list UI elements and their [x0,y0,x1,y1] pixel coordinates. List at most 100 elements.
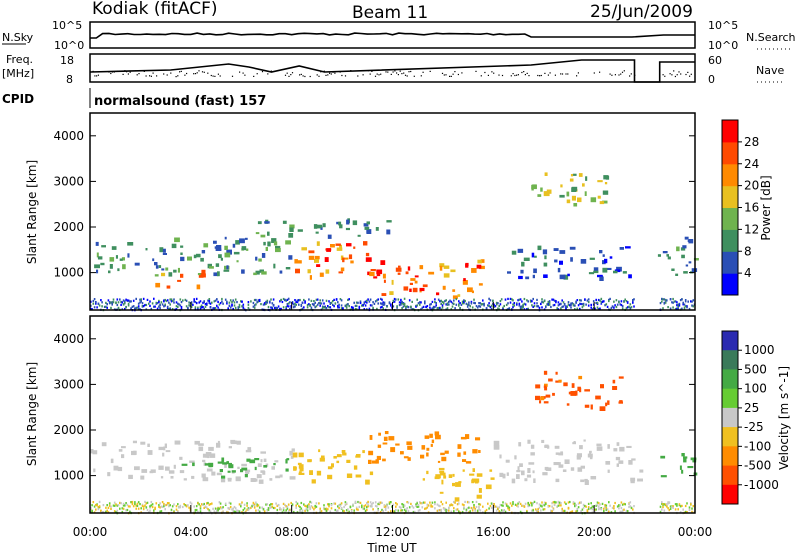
cpid-text: normalsound (fast) 157 [94,94,266,109]
noise-cell [169,298,171,301]
noise-cell [344,501,347,504]
echo-cell [96,269,99,274]
echo-cell [569,178,574,182]
nave-dot [621,71,624,73]
echo-cell [410,278,416,281]
echo-cell [341,450,346,453]
noise-cell [444,299,446,303]
noise-cell [153,305,155,308]
noise-cell [577,304,580,307]
echo-cell [375,227,379,231]
nave-dot [480,75,482,77]
noise-cell [333,502,335,505]
echo-cell [196,253,201,258]
noise-cell [340,502,343,505]
noise-cell [325,509,328,512]
noise-cell [504,502,507,505]
noise-cell [379,501,382,504]
noise-cell [663,509,666,512]
noise-cell [323,504,325,507]
noise-cell [363,507,366,510]
noise-cell [195,508,198,512]
echo-cell [110,458,114,464]
nave-dot [376,73,378,75]
nave-dot [327,74,329,76]
noise-cell [531,509,533,512]
noise-cell [408,299,411,302]
noise-cell [561,509,563,512]
noise-cell [185,504,188,507]
noise-cell [415,305,417,308]
noise-cell [290,501,292,505]
noise-cell [560,504,562,507]
noise-cell [684,300,687,303]
noise-cell [256,505,258,508]
nave-dot [457,73,459,76]
nave-dot [127,73,129,75]
echo-cell [162,452,165,457]
noise-cell [495,303,498,306]
noise-cell [206,502,208,505]
echo-cell [275,475,281,479]
noise-cell [120,300,122,304]
noise-cell [629,303,632,306]
noise-cell [98,500,101,503]
noise-cell [499,300,502,303]
noise-cell [513,304,516,307]
echo-cell [301,247,307,251]
noise-cell [253,304,256,307]
echo-cell [552,392,555,396]
echo-cell [602,190,609,195]
nave-dot [454,71,456,73]
echo-cell [179,470,185,474]
noise-cell [122,303,125,306]
echo-cell [273,463,276,466]
nave-dot [110,72,112,75]
noise-cell [626,301,629,304]
echo-cell [679,465,682,470]
nave-dot [475,70,477,72]
noise-cell [416,298,418,301]
echo-cell [521,470,525,476]
noise-cell [301,301,304,304]
noise-cell [599,507,601,510]
freq-unit-label: [MHz] [2,67,34,80]
power-ylabel: Slant Range [km] [25,160,39,264]
noise-cell [130,300,132,303]
echo-cell [426,452,429,457]
noise-cell [426,503,429,506]
noise-cell [337,301,339,304]
echo-cell [395,443,400,446]
nave-dot [323,70,325,72]
echo-cell [160,476,164,479]
noise-cell [141,302,144,305]
echo-cell [100,262,105,266]
noise-cell [292,510,295,514]
noise-cell [332,300,334,303]
noise-cell [219,302,222,305]
noise-cell [454,501,456,504]
noise-cell [676,503,678,506]
nave-dot [332,71,334,73]
noise-cell [304,300,306,303]
noise-cell [619,303,621,306]
echo-cell [589,455,593,460]
noise-cell [550,509,552,512]
noise-cell [379,297,382,300]
noise-cell [242,509,245,512]
echo-cell [428,271,435,275]
echo-cell [204,463,210,466]
echo-cell [127,253,130,258]
noise-cell [208,301,211,304]
nave-dot [487,74,489,76]
noise-cell [267,507,270,510]
noise-cell [252,504,255,507]
noise-cell [471,501,474,504]
noise-cell [431,300,434,303]
echo-cell [530,444,535,449]
echo-cell [357,234,361,237]
noise-cell [540,504,542,507]
nave-dot [422,71,424,73]
echo-cell [558,379,562,383]
